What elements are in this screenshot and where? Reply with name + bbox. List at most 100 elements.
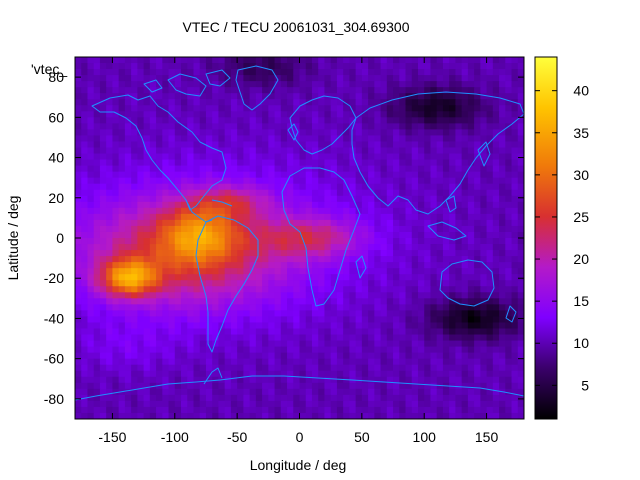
x-tick-label: 150 bbox=[475, 429, 499, 445]
heatmap-cell bbox=[280, 274, 288, 281]
heatmap-cell bbox=[106, 219, 114, 227]
heatmap-cell bbox=[380, 219, 388, 227]
heatmap-cell bbox=[199, 376, 207, 384]
heatmap-cell bbox=[262, 244, 269, 251]
heatmap-cell bbox=[287, 268, 294, 275]
heatmap-cell bbox=[199, 123, 207, 130]
heatmap-cell bbox=[399, 105, 407, 112]
heatmap-cell bbox=[442, 238, 450, 245]
heatmap-cell bbox=[361, 141, 369, 149]
heatmap-cell bbox=[361, 153, 369, 161]
heatmap-cell bbox=[118, 364, 126, 372]
heatmap-cell bbox=[492, 153, 500, 161]
heatmap-cell bbox=[393, 183, 400, 191]
heatmap-cell bbox=[118, 183, 126, 191]
heatmap-cell bbox=[118, 87, 126, 94]
heatmap-cell bbox=[324, 244, 332, 251]
heatmap-cell bbox=[461, 201, 469, 209]
heatmap-cell bbox=[268, 207, 276, 215]
heatmap-cell bbox=[99, 81, 107, 88]
heatmap-cell bbox=[199, 394, 207, 402]
heatmap-cell bbox=[349, 189, 357, 197]
heatmap-cell bbox=[511, 250, 519, 257]
heatmap-cell bbox=[430, 189, 438, 197]
heatmap-cell bbox=[405, 69, 413, 76]
heatmap-cell bbox=[424, 195, 432, 203]
heatmap-cell bbox=[205, 219, 213, 227]
heatmap-cell bbox=[430, 207, 438, 215]
heatmap-cell bbox=[181, 316, 188, 324]
heatmap-cell bbox=[386, 195, 394, 203]
heatmap-cell bbox=[156, 207, 163, 215]
heatmap-cell bbox=[174, 262, 182, 269]
heatmap-cell bbox=[156, 129, 163, 137]
heatmap-cell bbox=[511, 81, 519, 88]
heatmap-cell bbox=[193, 238, 201, 245]
heatmap-cell bbox=[411, 63, 419, 70]
heatmap-cell bbox=[224, 346, 232, 354]
heatmap-cell bbox=[430, 364, 438, 372]
heatmap-cell bbox=[455, 135, 463, 143]
heatmap-cell bbox=[355, 93, 363, 100]
heatmap-cell bbox=[499, 400, 506, 408]
heatmap-cell bbox=[505, 334, 513, 342]
heatmap-cell bbox=[280, 334, 288, 342]
heatmap-cell bbox=[137, 322, 145, 330]
heatmap-cell bbox=[199, 129, 207, 137]
heatmap-cell bbox=[405, 153, 413, 161]
heatmap-cell bbox=[187, 238, 195, 245]
heatmap-cell bbox=[399, 219, 407, 227]
heatmap-cell bbox=[224, 207, 232, 215]
heatmap-cell bbox=[355, 304, 363, 311]
heatmap-cell bbox=[517, 159, 524, 167]
heatmap-cell bbox=[411, 340, 419, 348]
heatmap-cell bbox=[249, 388, 257, 396]
heatmap-cell bbox=[193, 370, 201, 378]
heatmap-cell bbox=[280, 81, 288, 88]
heatmap-cell bbox=[517, 207, 524, 215]
heatmap-cell bbox=[293, 165, 301, 173]
heatmap-cell bbox=[99, 171, 107, 179]
heatmap-cell bbox=[349, 231, 357, 239]
heatmap-cell bbox=[149, 292, 157, 299]
heatmap-cell bbox=[230, 147, 238, 155]
heatmap-cell bbox=[131, 189, 138, 197]
heatmap-cell bbox=[380, 153, 388, 161]
heatmap-cell bbox=[330, 268, 338, 275]
heatmap-cell bbox=[492, 352, 500, 360]
heatmap-cell bbox=[224, 123, 232, 130]
heatmap-cell bbox=[355, 153, 363, 161]
heatmap-cell bbox=[106, 189, 114, 197]
heatmap-cell bbox=[318, 280, 326, 287]
heatmap-cell bbox=[75, 123, 82, 130]
heatmap-cell bbox=[118, 69, 126, 76]
heatmap-cell bbox=[349, 213, 357, 221]
heatmap-cell bbox=[124, 225, 132, 233]
heatmap-cell bbox=[255, 256, 263, 263]
heatmap-cell bbox=[424, 310, 432, 318]
heatmap-cell bbox=[262, 183, 269, 191]
heatmap-cell bbox=[361, 159, 369, 167]
heatmap-cell bbox=[467, 388, 475, 396]
heatmap-cell bbox=[311, 171, 319, 179]
heatmap-cell bbox=[137, 207, 145, 215]
heatmap-cell bbox=[449, 147, 457, 155]
heatmap-cell bbox=[243, 358, 251, 366]
heatmap-cell bbox=[75, 352, 82, 360]
heatmap-cell bbox=[112, 225, 120, 233]
heatmap-cell bbox=[249, 292, 257, 299]
heatmap-cell bbox=[237, 322, 244, 330]
heatmap-cell bbox=[212, 207, 220, 215]
heatmap-cell bbox=[262, 274, 269, 281]
heatmap-cell bbox=[467, 370, 475, 378]
heatmap-cell bbox=[411, 358, 419, 366]
heatmap-cell bbox=[393, 328, 400, 336]
heatmap-cell bbox=[137, 406, 145, 414]
heatmap-cell bbox=[467, 63, 475, 70]
heatmap-cell bbox=[137, 183, 145, 191]
heatmap-cell bbox=[411, 129, 419, 137]
heatmap-cell bbox=[205, 286, 213, 293]
heatmap-cell bbox=[411, 262, 419, 269]
heatmap-cell bbox=[255, 298, 263, 305]
heatmap-cell bbox=[511, 334, 519, 342]
